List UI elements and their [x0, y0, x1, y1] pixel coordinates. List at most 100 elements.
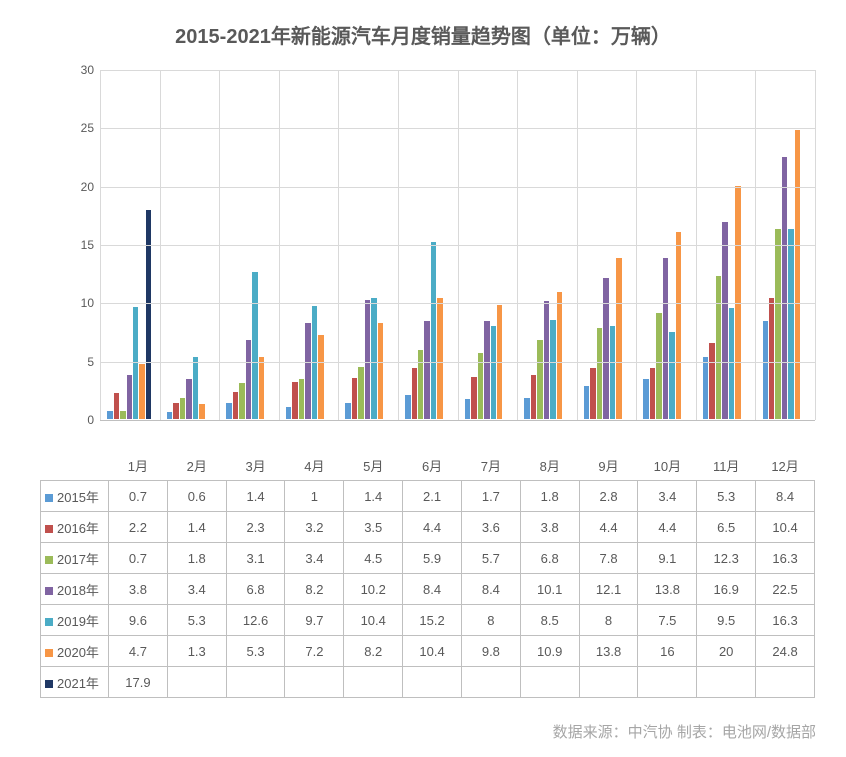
data-cell: 10.4 — [756, 512, 815, 543]
bar-group — [458, 69, 518, 419]
bar — [763, 321, 768, 419]
month-header: 3月 — [226, 450, 285, 481]
month-header: 4月 — [285, 450, 344, 481]
bar — [412, 368, 417, 419]
data-cell: 3.5 — [344, 512, 403, 543]
bar — [133, 307, 138, 419]
data-cell: 9.8 — [461, 636, 520, 667]
data-cell: 15.2 — [403, 605, 462, 636]
data-cell: 2.1 — [403, 481, 462, 512]
data-cell — [167, 667, 226, 698]
bar — [173, 403, 178, 419]
month-header: 12月 — [756, 450, 815, 481]
series-label: 2021年 — [57, 676, 99, 691]
table-row: 2021年17.9 — [41, 667, 815, 698]
bar — [729, 308, 734, 419]
source-attribution: 数据来源：中汽协 制表：电池网/数据部 — [553, 721, 816, 742]
data-cell: 16 — [638, 636, 697, 667]
data-cell: 1.4 — [344, 481, 403, 512]
data-cell — [520, 667, 579, 698]
data-cell: 1.8 — [520, 481, 579, 512]
data-cell: 0.7 — [109, 543, 168, 574]
data-cell: 7.8 — [579, 543, 638, 574]
legend-swatch — [45, 587, 53, 595]
series-label: 2019年 — [57, 614, 99, 629]
category-separator — [517, 70, 518, 420]
bar — [167, 412, 172, 419]
bar — [352, 378, 357, 419]
data-cell: 8 — [579, 605, 638, 636]
bar-group — [160, 69, 220, 419]
data-cell: 8 — [461, 605, 520, 636]
data-cell: 3.4 — [638, 481, 697, 512]
category-separator — [219, 70, 220, 420]
legend-swatch — [45, 618, 53, 626]
data-cell: 16.3 — [756, 543, 815, 574]
bar — [127, 375, 132, 419]
data-cell — [579, 667, 638, 698]
bar — [233, 392, 238, 419]
data-cell: 5.3 — [226, 636, 285, 667]
bar — [537, 340, 542, 419]
bar — [286, 407, 291, 419]
data-cell: 10.2 — [344, 574, 403, 605]
series-label: 2015年 — [57, 490, 99, 505]
bar — [107, 411, 112, 419]
data-cell: 20 — [697, 636, 756, 667]
data-cell: 1.4 — [226, 481, 285, 512]
series-name-cell: 2021年 — [41, 667, 109, 698]
data-cell: 1.4 — [167, 512, 226, 543]
bar — [199, 404, 204, 419]
series-name-cell: 2018年 — [41, 574, 109, 605]
data-cell: 12.3 — [697, 543, 756, 574]
y-tick-label: 25 — [81, 121, 94, 135]
bar-group — [219, 69, 279, 419]
bar — [365, 300, 370, 419]
bar — [557, 292, 562, 419]
legend-swatch — [45, 680, 53, 688]
data-cell: 10.4 — [344, 605, 403, 636]
category-separator — [696, 70, 697, 420]
bar — [676, 232, 681, 419]
legend-swatch — [45, 525, 53, 533]
category-separator — [636, 70, 637, 420]
category-separator — [755, 70, 756, 420]
data-cell: 1.3 — [167, 636, 226, 667]
data-cell: 4.7 — [109, 636, 168, 667]
data-cell: 24.8 — [756, 636, 815, 667]
data-cell: 6.8 — [226, 574, 285, 605]
category-separator — [815, 70, 816, 420]
bar — [610, 326, 615, 419]
bar — [656, 313, 661, 419]
bar — [703, 357, 708, 419]
bar — [795, 130, 800, 419]
month-header: 8月 — [520, 450, 579, 481]
series-label: 2018年 — [57, 583, 99, 598]
chart-area: 051015202530 — [70, 70, 815, 445]
category-separator — [100, 70, 101, 420]
legend-swatch — [45, 556, 53, 564]
bar — [259, 357, 264, 419]
bar — [378, 323, 383, 419]
data-cell: 10.4 — [403, 636, 462, 667]
data-cell: 2.3 — [226, 512, 285, 543]
bar — [180, 398, 185, 419]
data-cell: 8.4 — [403, 574, 462, 605]
bar — [775, 229, 780, 419]
table-row: 2018年3.83.46.88.210.28.48.410.112.113.81… — [41, 574, 815, 605]
data-cell: 5.3 — [697, 481, 756, 512]
month-header: 6月 — [403, 450, 462, 481]
data-cell: 10.9 — [520, 636, 579, 667]
data-cell: 3.2 — [285, 512, 344, 543]
bar — [345, 403, 350, 419]
bar — [524, 398, 529, 419]
bar — [405, 395, 410, 420]
legend-swatch — [45, 649, 53, 657]
data-cell: 3.6 — [461, 512, 520, 543]
bar — [782, 157, 787, 420]
data-cell: 1 — [285, 481, 344, 512]
data-cell: 6.5 — [697, 512, 756, 543]
data-cell: 3.1 — [226, 543, 285, 574]
data-cell: 9.6 — [109, 605, 168, 636]
series-name-cell: 2016年 — [41, 512, 109, 543]
